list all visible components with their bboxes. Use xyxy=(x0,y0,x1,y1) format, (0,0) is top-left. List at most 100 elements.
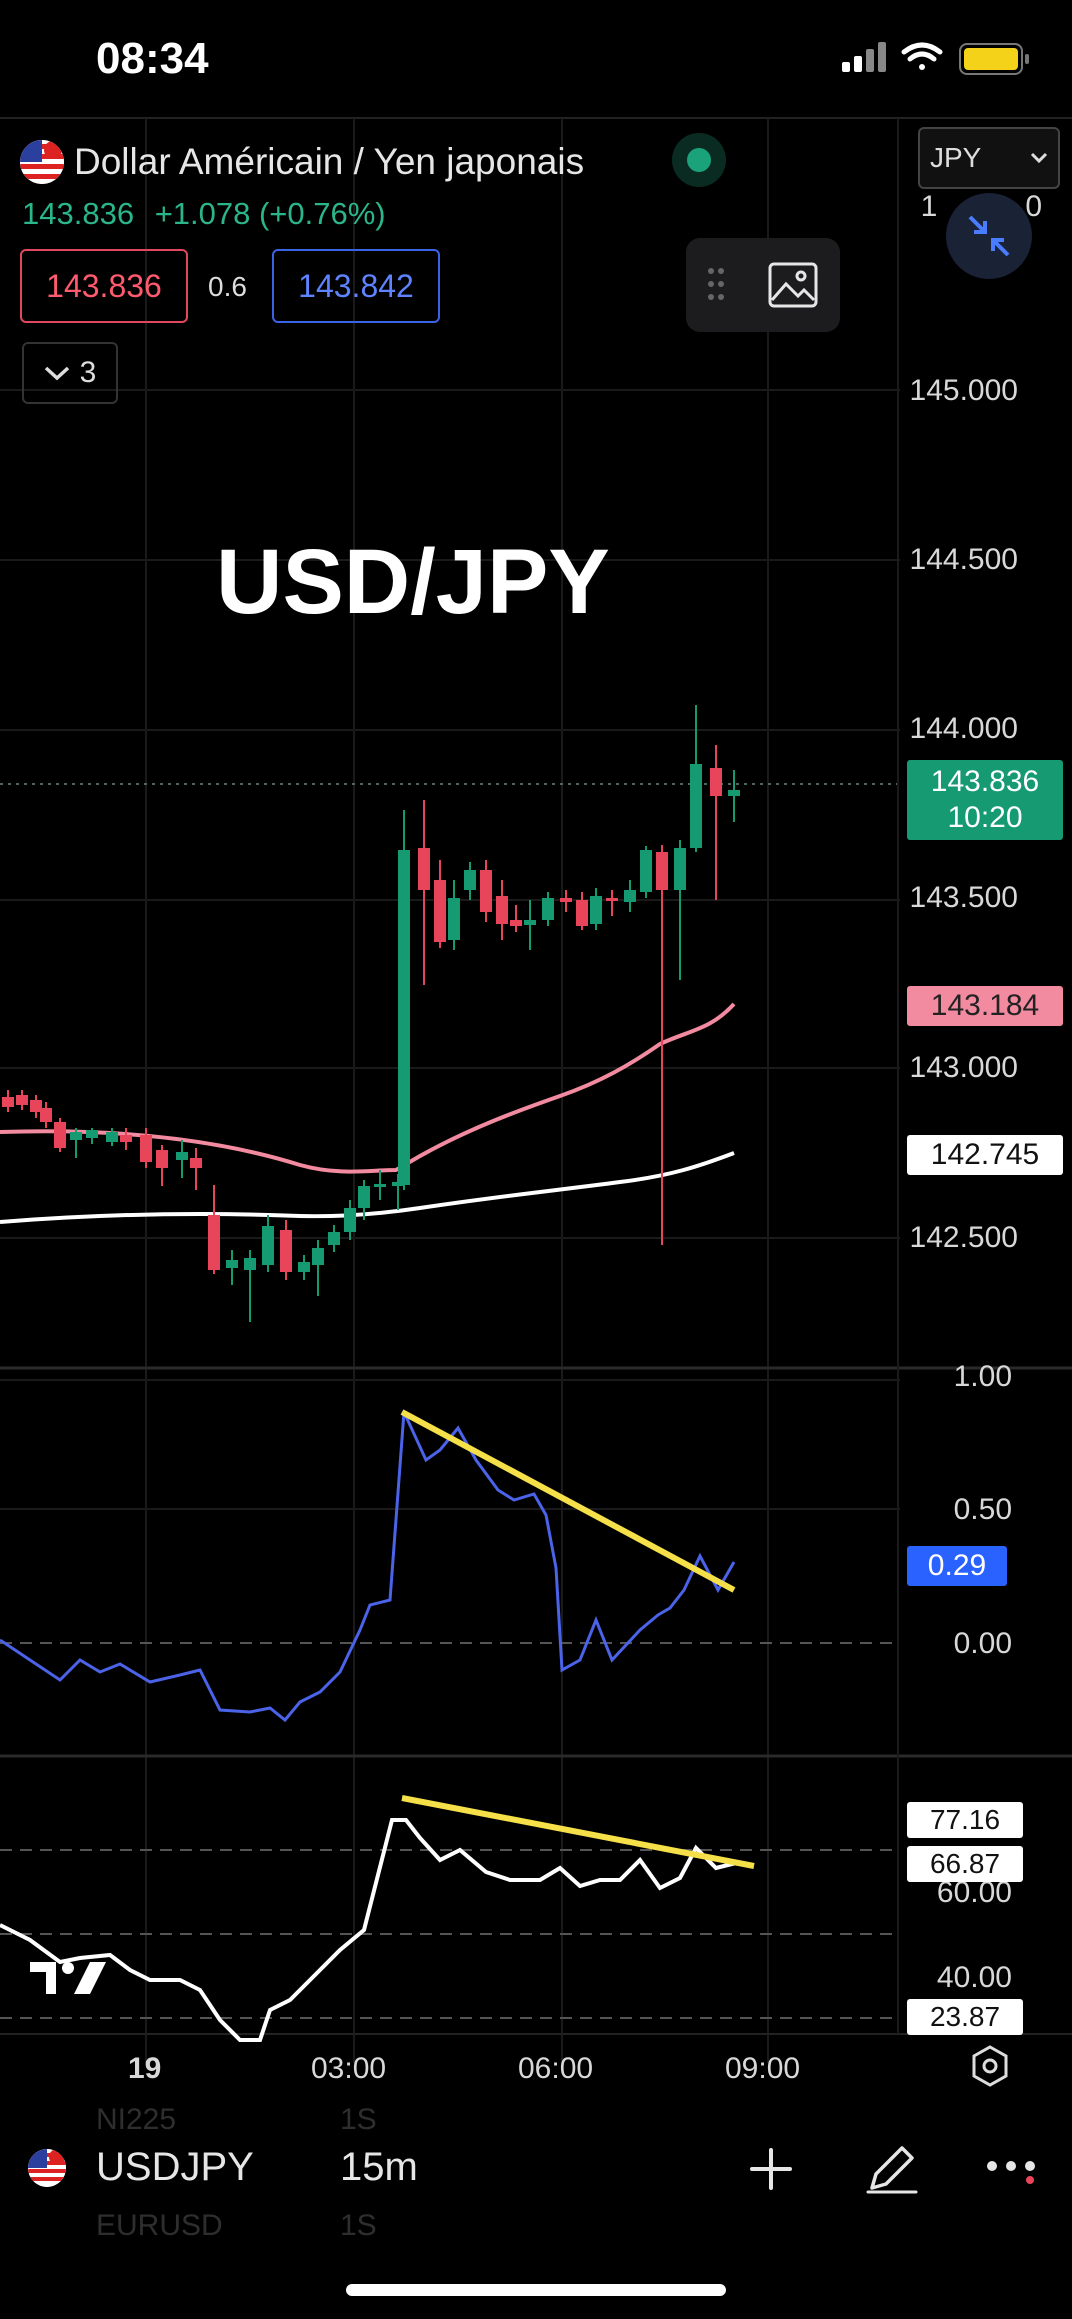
rsi-value-tag: 77.16 xyxy=(907,1802,1023,1838)
candle-body xyxy=(344,1208,356,1232)
candle-body xyxy=(590,896,602,924)
us-flag-icon xyxy=(28,2149,66,2187)
settings-icon[interactable] xyxy=(968,2044,1012,2088)
status-icons xyxy=(842,42,1029,75)
candle-body xyxy=(464,870,476,890)
pencil-icon[interactable] xyxy=(864,2140,920,2196)
sell-button[interactable]: 143.836 xyxy=(20,249,188,323)
ghost-interval-top: 1S xyxy=(340,2103,377,2136)
tradingview-logo xyxy=(30,1962,106,1994)
candle-body xyxy=(70,1132,82,1140)
image-icon[interactable] xyxy=(768,262,818,308)
status-bar: 08:34 xyxy=(0,0,1072,115)
chevron-down-icon xyxy=(1030,152,1048,164)
price-change: +1.078 (+0.76%) xyxy=(154,196,386,231)
signal-icon xyxy=(842,42,886,72)
plus-icon[interactable] xyxy=(748,2146,794,2192)
price-axis-label: 142.500 xyxy=(909,1221,1018,1254)
osc-trendline xyxy=(400,1409,736,1593)
candle-body xyxy=(624,890,636,902)
candle-body xyxy=(480,870,492,912)
price-axis-label: 145.000 xyxy=(909,374,1018,407)
candle-body xyxy=(524,920,536,925)
last-price-tag-value: 143.836 xyxy=(930,765,1040,798)
status-time: 08:34 xyxy=(96,34,209,83)
candle-body xyxy=(280,1230,292,1272)
candle-body xyxy=(226,1260,238,1268)
home-indicator xyxy=(346,2284,726,2296)
buy-button[interactable]: 143.842 xyxy=(272,249,440,323)
candle-body xyxy=(312,1248,324,1265)
candle-body xyxy=(496,896,508,924)
market-open-indicator[interactable] xyxy=(672,133,726,187)
ma-fast-line xyxy=(0,1002,736,1174)
price-axis-partial-end: 0 xyxy=(1025,190,1042,223)
symbol-title: Dollar Américain / Yen japonais xyxy=(74,141,585,182)
currency-select[interactable]: JPY xyxy=(918,127,1060,189)
candle-body xyxy=(176,1152,188,1160)
osc-axis-label: 0.00 xyxy=(953,1627,1012,1660)
symbol-header[interactable]: Dollar Américain / Yen japonais xyxy=(20,138,584,186)
candle-body xyxy=(542,898,554,920)
ghost-symbol-top: NI225 xyxy=(96,2103,177,2136)
price-axis-label: 143.000 xyxy=(909,1051,1018,1084)
candle-body xyxy=(656,852,668,890)
more-icon[interactable] xyxy=(984,2154,1044,2184)
price-axis-label: 143.500 xyxy=(909,881,1018,914)
chart-canvas[interactable] xyxy=(0,118,1072,2103)
price-axis-label: 144.500 xyxy=(909,543,1018,576)
candle-body xyxy=(448,898,460,940)
candle-body xyxy=(86,1130,98,1138)
osc-axis-label: 0.50 xyxy=(953,1493,1012,1526)
candle-body xyxy=(140,1135,152,1162)
osc-axis-label: 1.00 xyxy=(953,1360,1012,1393)
ghost-symbol-bottom: EURUSD xyxy=(96,2209,223,2242)
symbol-selector[interactable]: USDJPY xyxy=(96,2145,254,2189)
indicators-count: 3 xyxy=(79,356,97,389)
ma-slow-tag: 142.745 xyxy=(907,1135,1063,1175)
time-axis-label: 09:00 xyxy=(725,2052,801,2085)
us-flag-icon xyxy=(20,140,64,184)
candle-body xyxy=(434,880,446,942)
sell-price: 143.836 xyxy=(46,267,162,304)
shrink-icon xyxy=(968,215,1010,257)
price-axis-partial-start: 1 xyxy=(920,190,938,223)
rsi-trendline xyxy=(401,1795,755,1869)
header-divider xyxy=(0,117,1072,119)
candle-body xyxy=(328,1232,340,1245)
rsi-line xyxy=(0,1818,741,2042)
shrink-button[interactable] xyxy=(946,193,1032,279)
indicators-collapse-button[interactable]: 3 xyxy=(22,342,118,404)
osc-value-tag: 0.29 xyxy=(907,1546,1007,1586)
candle-body xyxy=(298,1262,310,1272)
candle-body xyxy=(418,848,430,890)
drag-handle-icon[interactable] xyxy=(706,266,726,302)
wifi-icon xyxy=(901,42,943,70)
candle-body xyxy=(576,900,588,926)
interval-selector[interactable]: 15m xyxy=(340,2145,418,2189)
candle-body xyxy=(40,1108,52,1122)
time-axis-label: 03:00 xyxy=(311,2052,387,2085)
candle-body xyxy=(208,1215,220,1270)
time-axis-label: 19 xyxy=(128,2052,162,2085)
rsi-value-tag: 23.87 xyxy=(907,1999,1023,2035)
candle-body xyxy=(640,850,652,892)
chart-overlay-title: USD/JPY xyxy=(216,531,610,633)
candle-body xyxy=(674,848,686,890)
buy-price: 143.842 xyxy=(298,267,414,304)
chevron-down-icon xyxy=(44,366,69,381)
time-axis-label: 06:00 xyxy=(518,2052,594,2085)
candle-body xyxy=(710,768,722,796)
ma-fast-tag: 143.184 xyxy=(907,986,1063,1026)
bottom-toolbar: NI225 1S EURUSD 1S xyxy=(0,2103,1072,2319)
last-price: 143.836 xyxy=(22,196,135,231)
ghost-interval-bottom: 1S xyxy=(340,2209,377,2242)
spread-value: 0.6 xyxy=(208,271,247,302)
candle-body xyxy=(2,1097,14,1107)
chart-tools-pill xyxy=(686,238,840,332)
candle-body xyxy=(374,1184,386,1187)
candle-body xyxy=(244,1258,256,1270)
candle-body xyxy=(728,790,740,796)
candle-body xyxy=(16,1095,28,1105)
